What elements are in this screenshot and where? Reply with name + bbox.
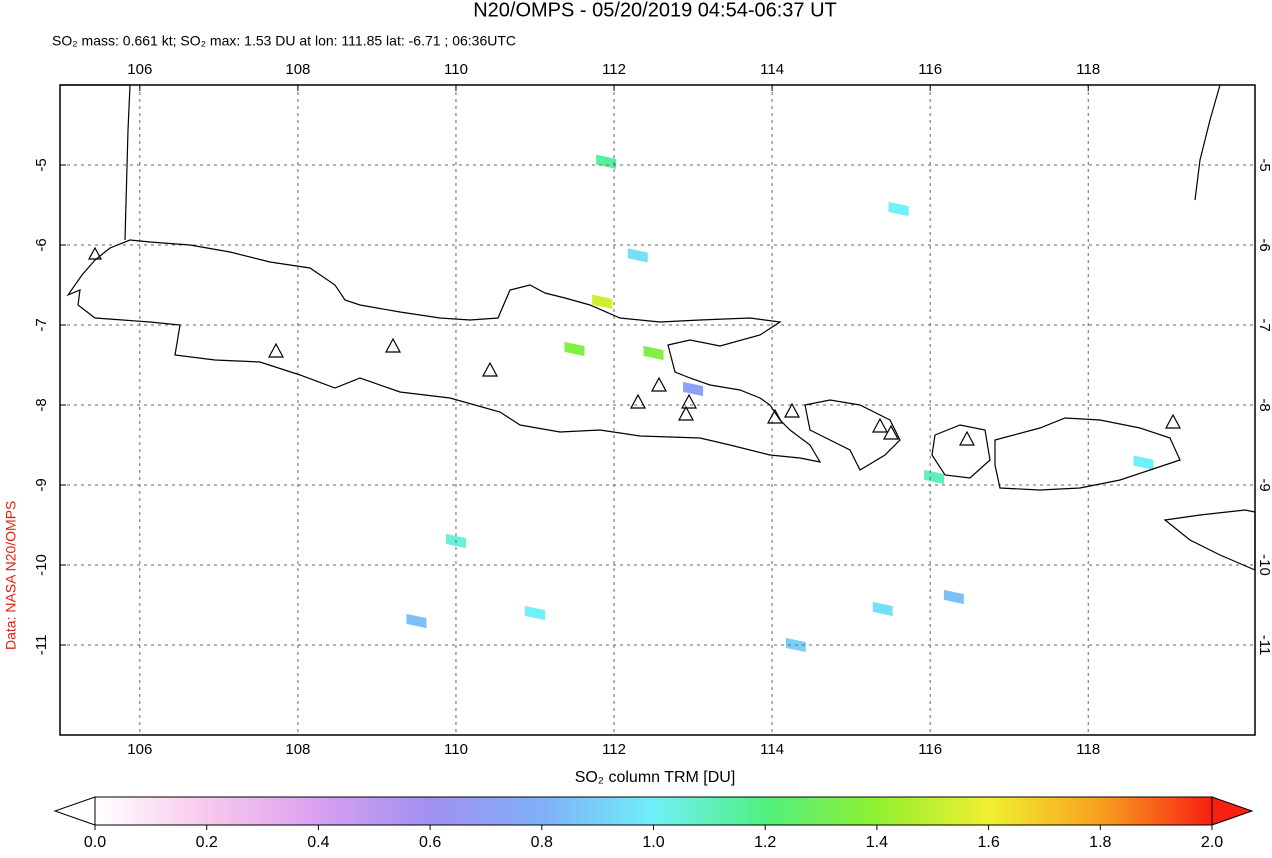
x-tick-label: 108 xyxy=(285,741,310,758)
colorbar-tick-label: 0.2 xyxy=(196,834,218,851)
grid xyxy=(60,85,1255,735)
colorbar-low xyxy=(53,796,96,826)
so2-cell xyxy=(888,201,909,217)
x-tick-label: 118 xyxy=(1076,61,1100,78)
x-tick-label: 114 xyxy=(760,741,784,758)
credit: Data: NASA N20/OMPS xyxy=(3,501,19,650)
y-tick-label: -9 xyxy=(1256,478,1272,491)
y-tick-label: -5 xyxy=(33,158,50,171)
x-tick-label: 108 xyxy=(285,61,310,78)
colorbar-tick-label: 2.0 xyxy=(1201,834,1223,851)
colorbar-high xyxy=(1211,796,1254,826)
colorbar-tick-label: 1.4 xyxy=(866,834,888,851)
y-tick-label: -11 xyxy=(33,635,50,656)
x-tick-label: 112 xyxy=(602,61,626,78)
so2-cell xyxy=(406,613,427,629)
so2-cell xyxy=(564,341,585,357)
colorbar xyxy=(94,796,1213,826)
y-tick-label: -8 xyxy=(1256,398,1272,411)
map-bg xyxy=(60,85,1255,735)
colorbar-tick-label: 1.2 xyxy=(754,834,776,851)
so2-cell xyxy=(872,601,893,617)
colorbar-tick-label: 1.6 xyxy=(977,834,999,851)
y-tick-label: -11 xyxy=(1256,635,1272,656)
y-tick-label: -10 xyxy=(33,554,50,576)
y-tick-label: -10 xyxy=(1256,554,1272,576)
subtitle: SO₂ mass: 0.661 kt; SO₂ max: 1.53 DU at … xyxy=(52,33,516,49)
so2-cell xyxy=(627,248,648,263)
so2-cell xyxy=(524,605,545,621)
x-tick-label: 106 xyxy=(127,61,152,78)
so2-cell xyxy=(1133,455,1154,470)
x-tick-label: 106 xyxy=(127,741,152,758)
y-tick-label: -9 xyxy=(33,478,50,491)
colorbar-tick-label: 0.8 xyxy=(531,834,553,851)
map xyxy=(59,84,1256,736)
x-tick-label: 114 xyxy=(760,61,784,78)
x-tick-label: 110 xyxy=(444,61,468,78)
x-tick-label: 110 xyxy=(444,741,468,758)
colorbar-tick-label: 1.0 xyxy=(642,834,664,851)
colorbar-tick-label: 1.8 xyxy=(1089,834,1111,851)
y-tick-label: -8 xyxy=(33,398,50,411)
volcanoes xyxy=(87,246,1182,446)
colorbar-tick-label: 0.0 xyxy=(84,834,106,851)
colorbar-tick-label: 0.4 xyxy=(307,834,329,851)
x-tick-label: 116 xyxy=(918,741,942,758)
x-tick-label: 112 xyxy=(602,741,626,758)
so2-cell xyxy=(943,589,964,605)
so2-cell xyxy=(924,469,945,485)
y-tick-label: -6 xyxy=(1256,238,1272,251)
y-tick-label: -6 xyxy=(33,238,50,251)
y-tick-label: -7 xyxy=(33,318,50,331)
map-frame xyxy=(59,84,1256,736)
x-tick-label: 118 xyxy=(1076,741,1100,758)
colorbar-tick-label: 0.6 xyxy=(419,834,441,851)
chart-title: N20/OMPS - 05/20/2019 04:54-06:37 UT xyxy=(473,0,837,21)
colorbar-label: SO₂ column TRM [DU] xyxy=(575,769,736,786)
y-tick-label: -7 xyxy=(1256,318,1272,331)
cells xyxy=(406,154,1154,653)
so2-cell xyxy=(592,294,613,309)
so2-cell xyxy=(683,381,704,397)
so2-cell xyxy=(643,345,664,361)
y-tick-label: -5 xyxy=(1256,158,1272,171)
x-tick-label: 116 xyxy=(918,61,942,78)
